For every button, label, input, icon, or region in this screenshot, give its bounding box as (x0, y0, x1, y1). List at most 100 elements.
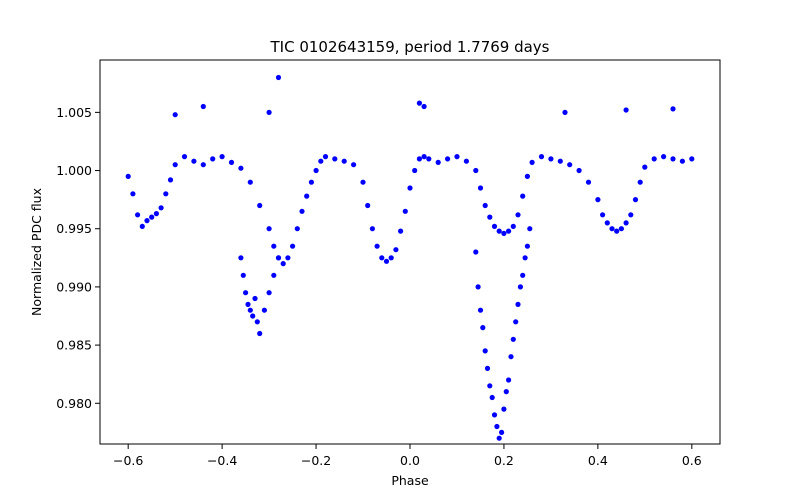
data-point (567, 162, 573, 168)
data-point (637, 179, 643, 185)
data-point (238, 255, 244, 261)
data-point (679, 158, 686, 164)
data-points (125, 74, 695, 441)
data-point (172, 162, 178, 168)
data-point (360, 179, 366, 185)
data-point (487, 214, 493, 220)
data-point (374, 243, 380, 249)
data-point (477, 185, 484, 191)
data-point (257, 330, 263, 337)
data-point (266, 109, 272, 115)
data-point (445, 156, 451, 162)
data-point (219, 154, 225, 160)
data-point (313, 167, 319, 174)
data-point (125, 173, 131, 179)
data-point (520, 272, 526, 278)
data-point (517, 284, 524, 290)
data-point (435, 159, 441, 165)
data-point (322, 154, 329, 160)
data-point (454, 154, 460, 160)
y-tick-label: 0.995 (56, 221, 92, 236)
data-point (271, 272, 277, 278)
data-point (257, 202, 263, 209)
data-point (496, 228, 502, 234)
data-point (149, 214, 155, 220)
data-point (473, 167, 479, 174)
data-point (623, 107, 629, 113)
x-tick-label: 0.6 (682, 453, 702, 468)
data-point (247, 179, 253, 185)
data-point (238, 165, 244, 171)
data-point (416, 100, 422, 106)
data-point (275, 74, 282, 81)
data-point (181, 154, 188, 160)
data-point (510, 336, 516, 342)
data-point (426, 156, 432, 162)
data-point (412, 167, 418, 174)
data-point (548, 156, 554, 162)
data-point (285, 255, 291, 261)
data-point (379, 255, 385, 261)
data-point (475, 284, 481, 290)
data-point (318, 158, 324, 164)
data-point (651, 156, 657, 162)
data-point (562, 109, 568, 115)
data-point (365, 202, 371, 209)
x-tick-label: −0.4 (207, 453, 237, 468)
data-point (163, 191, 169, 197)
data-point (200, 162, 206, 168)
data-point (482, 348, 488, 354)
data-point (614, 228, 620, 234)
data-point (398, 228, 404, 234)
data-point (642, 164, 648, 170)
data-point (341, 158, 347, 164)
x-tick-label: 0.0 (400, 453, 420, 468)
data-point (388, 255, 394, 261)
y-axis: 0.980 0.985 0.990 0.995 1.000 1.005 (56, 105, 100, 411)
data-point (473, 249, 479, 255)
data-point (496, 435, 502, 441)
data-point (503, 389, 509, 395)
data-point (463, 158, 469, 164)
x-tick-label: 0.2 (494, 453, 514, 468)
data-point (632, 197, 639, 203)
data-point (515, 301, 521, 307)
data-point (522, 255, 528, 261)
data-point (491, 412, 498, 418)
data-point (484, 365, 491, 371)
x-axis-label: Phase (391, 473, 429, 488)
data-point (501, 406, 507, 412)
x-axis: −0.6 −0.4 −0.2 0.0 0.2 0.4 0.6 (113, 444, 702, 468)
data-point (393, 247, 399, 253)
data-point (369, 226, 375, 232)
data-point (407, 185, 413, 191)
data-point (308, 179, 314, 185)
data-point (421, 154, 427, 160)
data-point (167, 177, 174, 183)
data-point (191, 158, 197, 164)
data-point (200, 103, 206, 110)
data-point (275, 255, 282, 261)
data-point (524, 173, 531, 179)
data-point (628, 212, 634, 218)
data-point (210, 156, 216, 162)
data-point (527, 226, 533, 232)
data-point (266, 290, 272, 296)
y-tick-label: 0.980 (56, 396, 92, 411)
data-point (576, 167, 582, 174)
data-point (290, 243, 296, 249)
data-point (585, 179, 592, 185)
y-tick-label: 0.985 (56, 338, 92, 353)
data-point (480, 325, 486, 331)
data-point (240, 272, 246, 278)
data-point (280, 261, 286, 267)
data-point (600, 212, 606, 218)
data-point (304, 193, 310, 199)
data-point (416, 156, 422, 162)
data-point (158, 205, 164, 211)
data-point (538, 154, 545, 160)
data-point (506, 228, 512, 234)
data-point (332, 156, 338, 162)
x-tick-label: 0.4 (588, 453, 608, 468)
data-point (243, 290, 249, 296)
